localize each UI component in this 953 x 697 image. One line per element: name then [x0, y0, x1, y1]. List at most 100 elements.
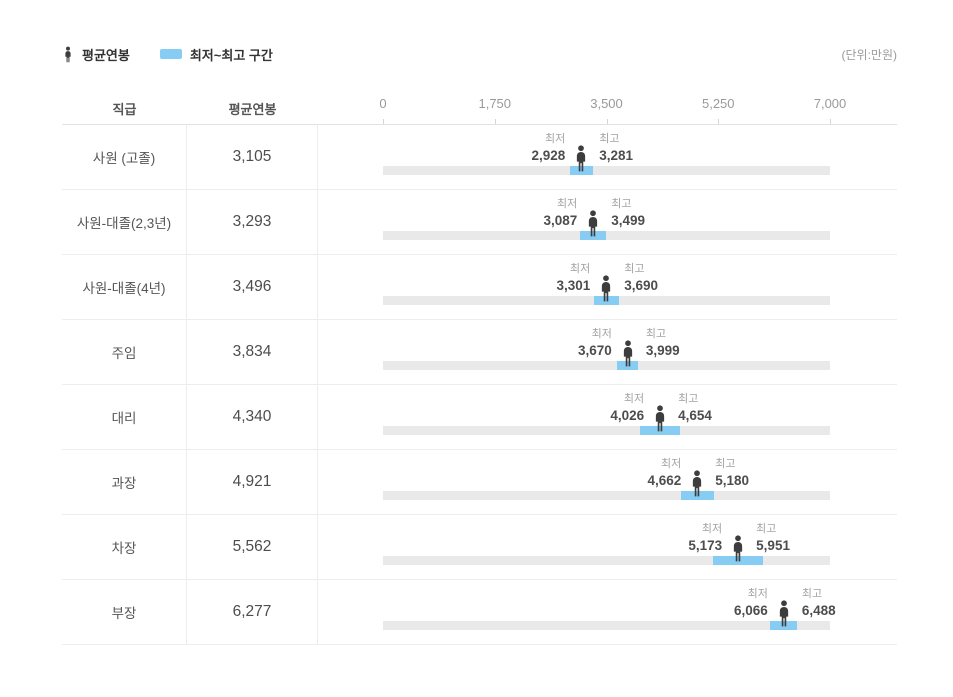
legend-average-label: 평균연봉	[82, 47, 130, 63]
person-average-marker	[776, 600, 792, 627]
max-value: 3,499	[611, 212, 646, 228]
axis-tick-mark	[718, 119, 720, 124]
chart-track	[383, 166, 830, 175]
min-stat: 최저 4,662	[647, 458, 681, 488]
table-row: 사원 (고졸) 3,105 최저 2,928 최고 3,281	[62, 125, 897, 190]
table-row: 차장 5,562 최저 5,173 최고 5,951	[62, 515, 897, 580]
min-value: 4,026	[610, 407, 645, 423]
average-salary-cell: 3,834	[187, 320, 318, 384]
range-swatch	[159, 49, 182, 59]
min-caption: 최저	[660, 458, 682, 470]
max-value: 3,281	[599, 147, 634, 163]
range-chart-cell: 최저 3,087 최고 3,499	[318, 190, 897, 254]
legend-item-range: 최저~최고 구간	[159, 45, 273, 64]
max-value: 5,951	[756, 537, 790, 553]
chart-track	[383, 361, 830, 370]
range-chart-cell: 최저 5,173 최고 5,951	[318, 515, 897, 579]
person-icon	[734, 535, 743, 562]
chart-track	[383, 621, 830, 630]
min-value: 6,066	[734, 602, 768, 618]
rank-cell: 사원-대졸(2,3년)	[62, 190, 187, 254]
table-row: 사원-대졸(2,3년) 3,293 최저 3,087 최고 3,499	[62, 190, 897, 255]
axis-tick-label: 5,250	[701, 96, 735, 111]
min-caption: 최저	[557, 198, 578, 210]
axis-tick-label: 0	[379, 96, 387, 111]
max-stat: 최고 5,180	[715, 458, 749, 488]
max-caption: 최고	[599, 133, 620, 145]
min-stat: 최저 4,026	[610, 393, 644, 423]
max-caption: 최고	[715, 458, 736, 470]
range-chart-cell: 최저 3,301 최고 3,690	[318, 255, 897, 319]
unit-note: (단위:만원)	[841, 47, 898, 62]
max-stat: 최고 3,999	[646, 328, 680, 358]
person-icon	[693, 470, 702, 497]
person-average-marker	[652, 405, 668, 432]
average-salary-cell: 5,562	[187, 515, 318, 579]
rank-cell: 사원 (고졸)	[62, 125, 187, 189]
rank-cell: 부장	[62, 580, 187, 644]
person-icon	[65, 46, 71, 62]
axis-tick-mark	[830, 119, 831, 124]
min-value: 4,662	[647, 472, 682, 488]
max-stat: 최고 5,951	[756, 523, 790, 553]
table-body: 사원 (고졸) 3,105 최저 2,928 최고 3,281 사원-대졸(2,…	[62, 125, 897, 645]
max-value: 3,690	[624, 277, 659, 293]
axis-tick-mark	[606, 119, 608, 124]
max-caption: 최고	[611, 198, 632, 210]
person-average-marker	[585, 210, 601, 237]
range-segment	[580, 231, 607, 240]
person-icon	[602, 275, 611, 302]
person-average-marker	[620, 340, 636, 367]
chart-track	[383, 556, 830, 565]
range-chart-cell: 최저 4,662 최고 5,180	[318, 450, 897, 514]
person-icon	[655, 405, 665, 432]
axis-tick-label: 7,000	[813, 96, 847, 111]
max-stat: 최고 6,488	[802, 588, 836, 618]
max-stat: 최고 3,690	[624, 263, 658, 293]
min-stat: 최저 3,670	[578, 328, 612, 358]
table-row: 사원-대졸(4년) 3,496 최저 3,301 최고 3,690	[62, 255, 897, 320]
range-chart-cell: 최저 6,066 최고 6,488	[318, 580, 897, 644]
min-value: 3,301	[556, 277, 591, 293]
max-caption: 최고	[756, 523, 777, 535]
range-segment	[713, 556, 763, 565]
legend-bar: 평균연봉 최저~최고 구간 (단위:만원)	[62, 44, 897, 64]
person-average-marker	[730, 535, 746, 562]
min-value: 3,087	[543, 212, 578, 228]
range-segment	[770, 621, 798, 630]
max-value: 3,999	[645, 342, 680, 358]
range-chart-cell: 최저 4,026 최고 4,654	[318, 385, 897, 449]
legend-item-average: 평균연봉	[62, 45, 130, 64]
min-stat: 최저 2,928	[531, 133, 565, 163]
person-icon	[577, 145, 586, 172]
axis-tick-label: 3,500	[590, 96, 623, 111]
max-caption: 최고	[624, 263, 645, 275]
rank-cell: 차장	[62, 515, 187, 579]
table-row: 주임 3,834 최저 3,670 최고 3,999	[62, 320, 897, 385]
axis-header: 0 1,750 3,500 5,250 7,000	[318, 92, 897, 124]
person-average-marker	[598, 275, 614, 302]
range-segment	[640, 426, 681, 435]
rank-cell: 주임	[62, 320, 187, 384]
min-caption: 최저	[545, 133, 566, 145]
min-stat: 최저 5,173	[688, 523, 722, 553]
person-icon	[779, 600, 788, 627]
axis-tick-mark	[383, 119, 384, 124]
min-stat: 최저 3,301	[556, 263, 590, 293]
max-value: 4,654	[678, 407, 712, 423]
average-salary-cell: 3,496	[187, 255, 318, 319]
column-header-average: 평균연봉	[228, 101, 277, 117]
max-stat: 최고 3,499	[611, 198, 645, 228]
max-value: 5,180	[715, 472, 750, 488]
max-value: 6,488	[801, 602, 836, 618]
rank-cell: 대리	[62, 385, 187, 449]
average-salary-cell: 3,105	[187, 125, 318, 189]
min-caption: 최저	[701, 523, 723, 535]
average-salary-cell: 6,277	[187, 580, 318, 644]
salary-chart-page: 평균연봉 최저~최고 구간 (단위:만원) 직급 평균연봉 0 1,750 3,50…	[62, 44, 897, 645]
min-stat: 최저 6,066	[734, 588, 768, 618]
average-salary-cell: 3,293	[187, 190, 318, 254]
table-row: 부장 6,277 최저 6,066 최고 6,488	[62, 580, 897, 645]
person-icon	[589, 210, 598, 237]
axis-tick-label: 1,750	[478, 96, 512, 111]
